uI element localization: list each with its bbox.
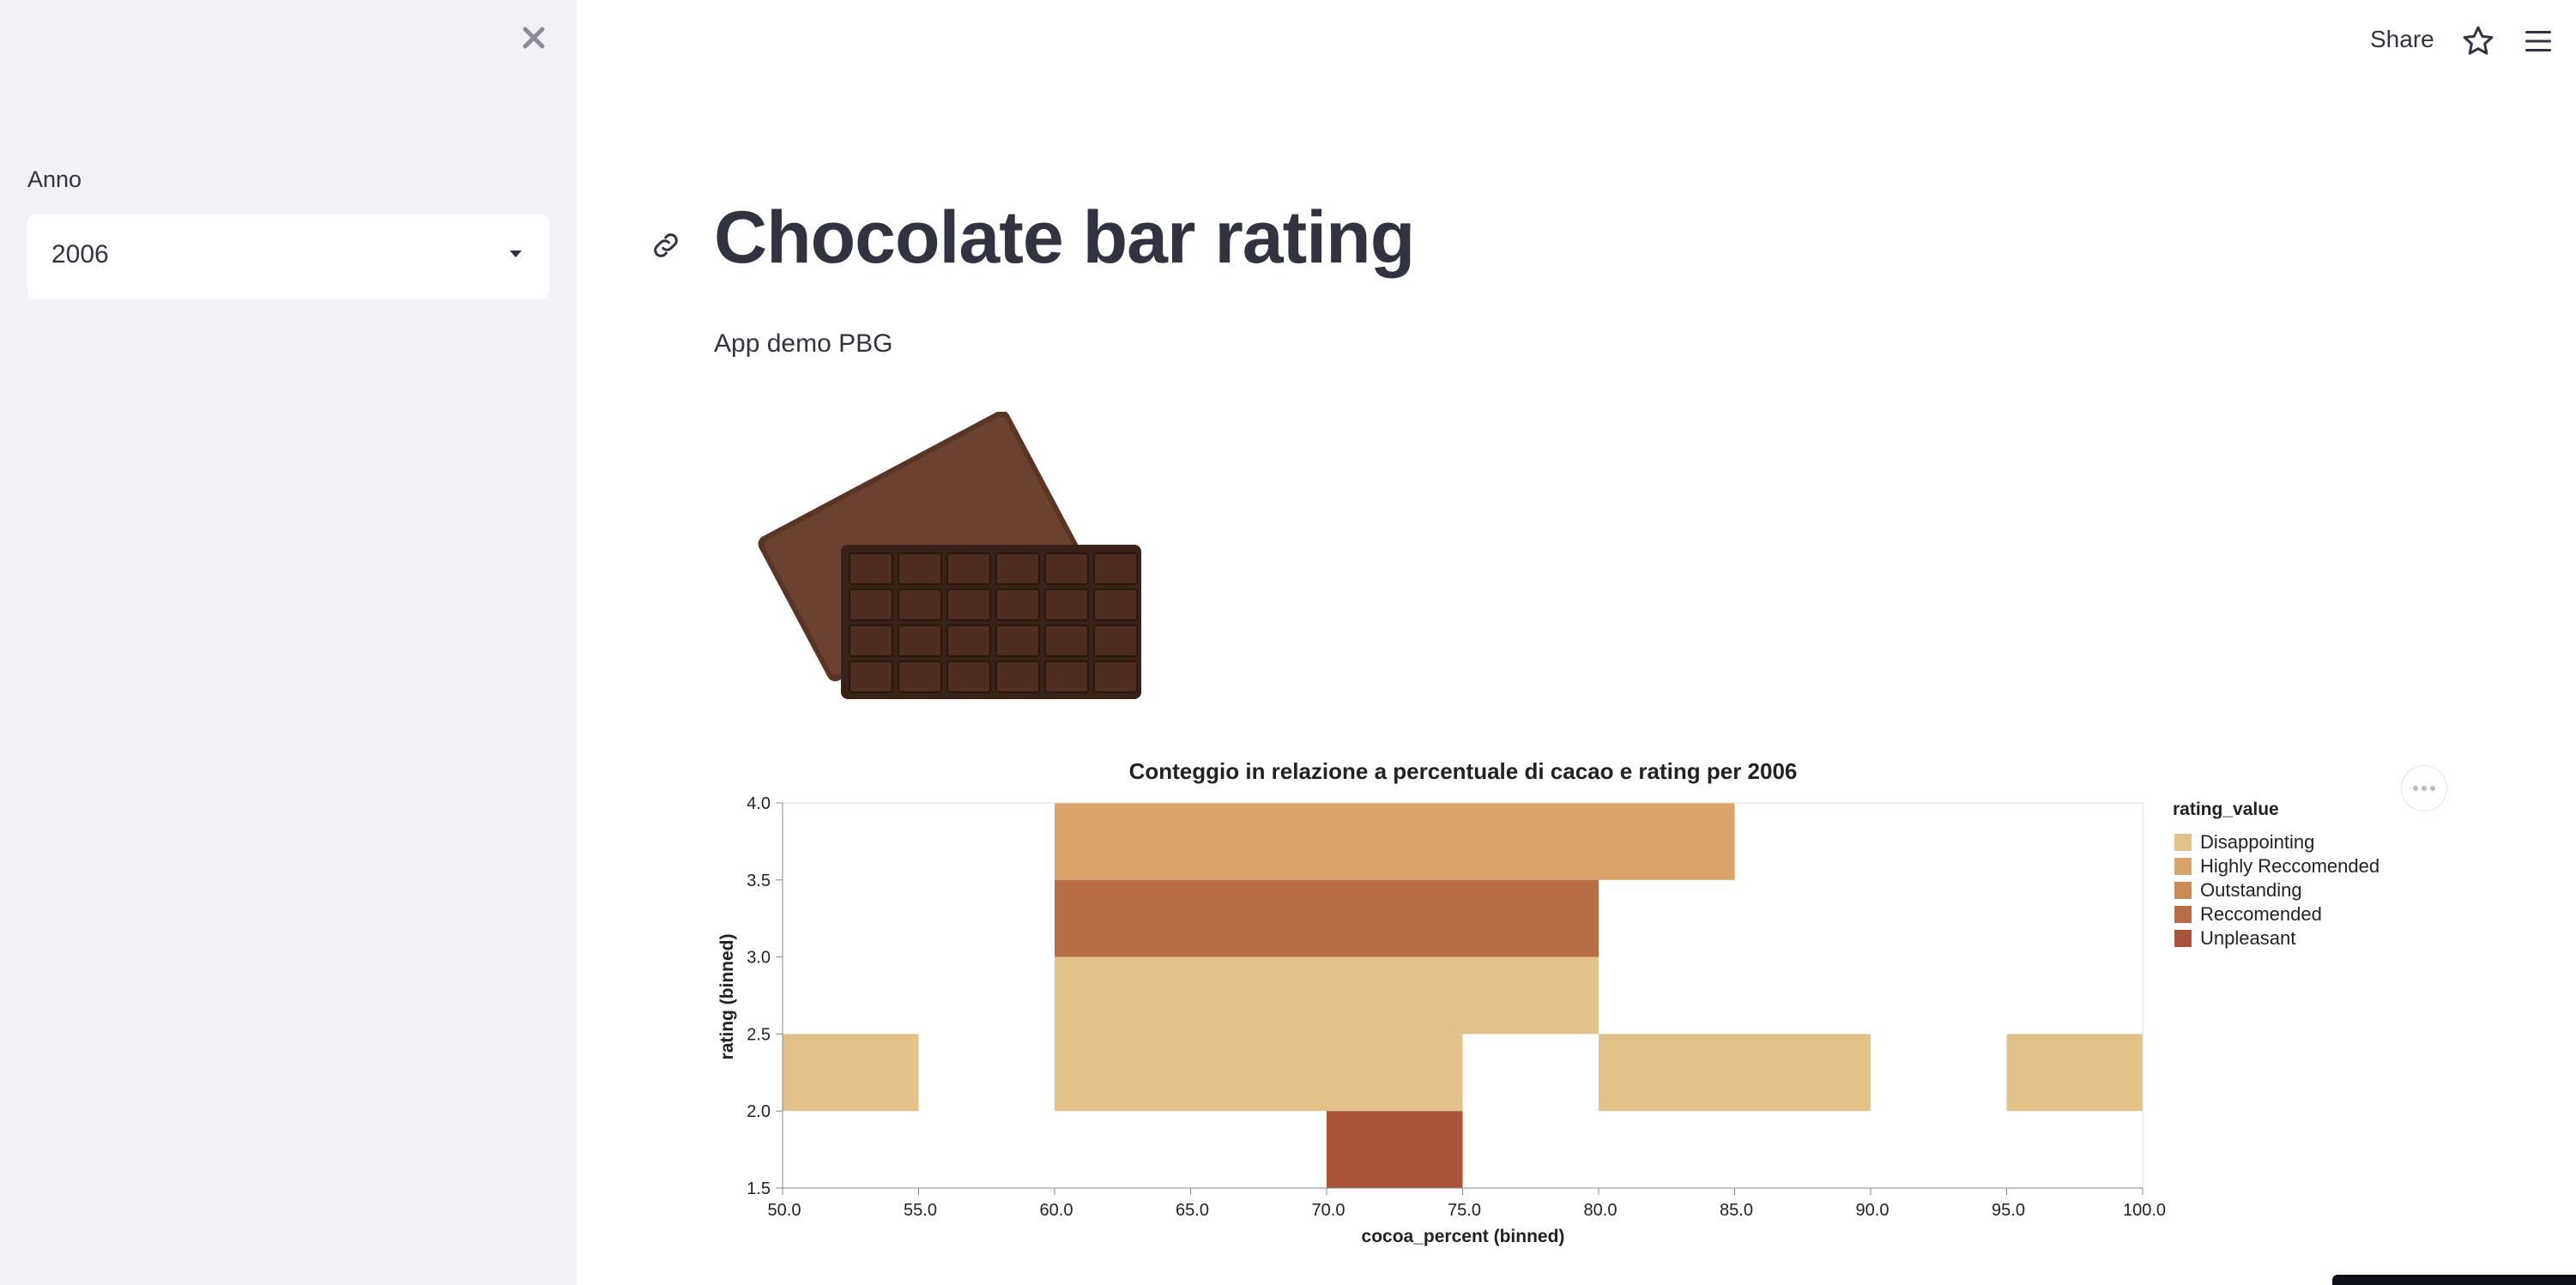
legend-label: Highly Reccomended [2200,855,2379,877]
legend-label: Disappointing [2200,831,2314,853]
year-select[interactable]: 2006 [27,214,549,299]
y-tick-label: 2.5 [747,1025,771,1044]
x-tick-label: 60.0 [1040,1201,1073,1220]
chart-title: Conteggio in relazione a percentuale di … [1129,758,1798,784]
page-subtitle: App demo PBG [714,329,893,358]
heatmap-cell[interactable] [1599,1034,1871,1112]
share-button[interactable]: Share [2370,26,2434,52]
legend-label: Unpleasant [2200,927,2295,949]
legend-title: rating_value [2173,799,2279,819]
legend-swatch [2174,882,2192,899]
heatmap-cell[interactable] [2006,1034,2144,1112]
heatmap-cell[interactable] [1055,879,1599,957]
chart-options-button[interactable] [2401,765,2447,811]
heatmap-cell[interactable] [1055,1034,1463,1112]
legend-swatch [2174,858,2192,875]
y-tick-label: 3.0 [747,949,771,968]
more-horizontal-icon [2413,786,2435,791]
status-bar [2332,1275,2576,1285]
legend-label: Outstanding [2200,879,2302,901]
x-tick-label: 75.0 [1448,1201,1481,1220]
y-tick-label: 4.0 [747,794,771,813]
anchor-link-icon[interactable] [649,228,683,262]
x-tick-label: 95.0 [1992,1201,2025,1220]
close-sidebar-button[interactable] [513,17,554,58]
heatmap-cell[interactable] [783,1034,919,1112]
sidebar: Anno 2006 [0,0,577,1285]
x-tick-label: 55.0 [904,1201,937,1220]
year-select-label: Anno [27,166,82,192]
legend-swatch [2174,906,2192,923]
x-tick-label: 100.0 [2123,1201,2166,1220]
legend-label: Reccomended [2200,903,2322,925]
x-tick-label: 85.0 [1720,1201,1753,1220]
x-tick-label: 80.0 [1584,1201,1618,1220]
y-tick-label: 2.0 [747,1102,771,1121]
x-tick-label: 65.0 [1176,1201,1209,1220]
legend-swatch [2174,930,2192,947]
heatmap-cell[interactable] [1055,956,1599,1035]
heatmap-chart: Conteggio in relazione a percentuale di … [717,758,2379,1246]
x-axis-label: cocoa_percent (binned) [1362,1227,1565,1246]
legend-swatch [2174,834,2192,851]
x-tick-label: 90.0 [1856,1201,1890,1220]
y-tick-label: 3.5 [747,872,771,890]
close-icon [523,27,545,49]
heatmap-cell[interactable] [1055,803,1735,880]
y-axis-label: rating (binned) [717,934,737,1060]
x-tick-label: 70.0 [1312,1201,1345,1220]
y-tick-label: 1.5 [747,1179,771,1198]
year-select-value: 2006 [51,240,109,268]
page-title: Chocolate bar rating [714,196,1415,279]
hamburger-menu-icon[interactable] [2523,26,2554,57]
star-icon[interactable] [2461,24,2495,58]
heatmap-cell[interactable] [1327,1111,1463,1188]
chevron-down-icon [510,250,522,257]
chocolate-bar-image [738,410,1167,712]
x-tick-label: 50.0 [768,1201,801,1220]
